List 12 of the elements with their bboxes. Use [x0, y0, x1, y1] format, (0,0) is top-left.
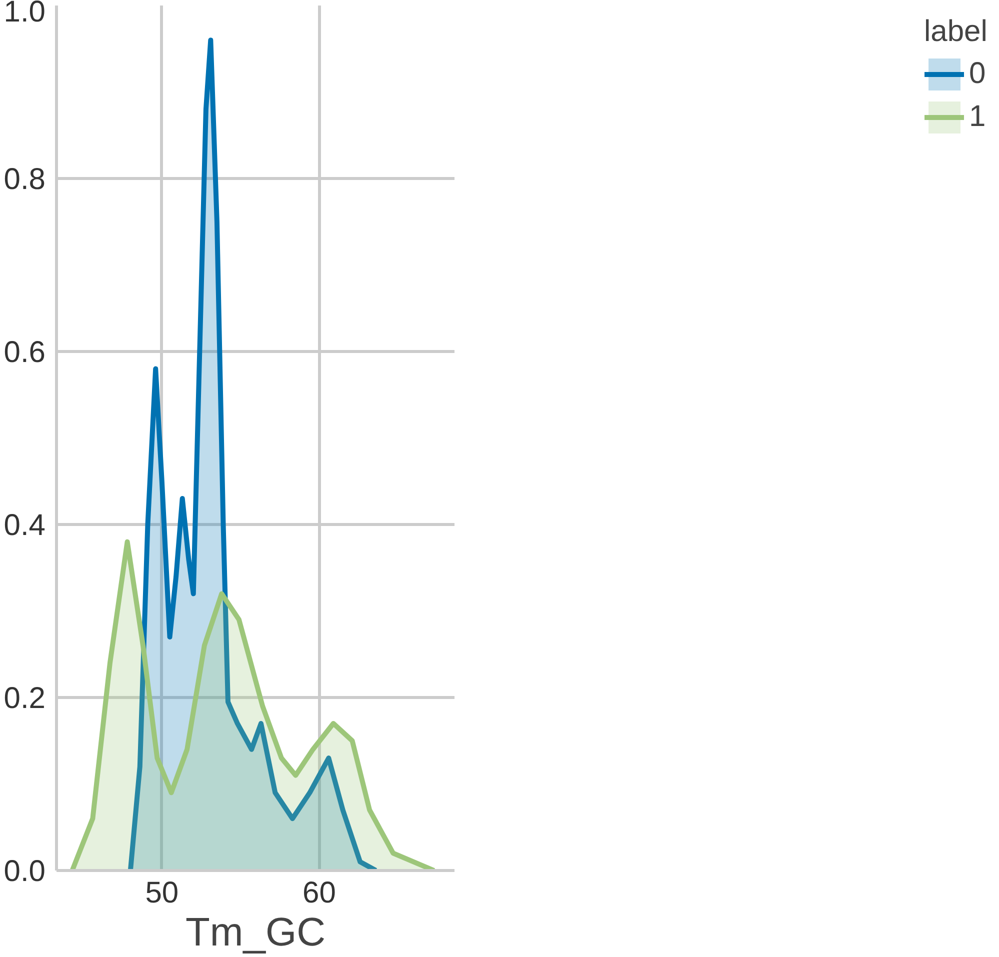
- legend-label: 0: [969, 57, 987, 91]
- y-tick-label: 1.0: [4, 0, 46, 28]
- x-tick-label: 60: [302, 876, 336, 910]
- y-tick-label: 0.2: [4, 682, 46, 715]
- y-tick-label: 0.6: [4, 336, 46, 369]
- y-tick-label: 0.8: [4, 163, 46, 196]
- legend-label: 1: [969, 100, 987, 134]
- y-tick-label: 0.0: [4, 855, 46, 888]
- x-tick-label: 50: [145, 876, 179, 910]
- x-axis-title: Tm_GC: [186, 910, 326, 954]
- legend-title: label: [924, 15, 988, 49]
- y-tick-label: 0.4: [4, 509, 46, 542]
